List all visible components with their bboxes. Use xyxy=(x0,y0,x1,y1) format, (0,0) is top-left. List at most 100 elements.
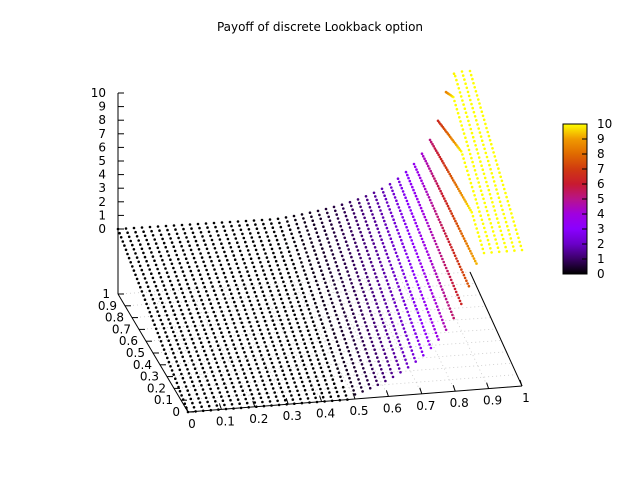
surface-point xyxy=(491,201,494,204)
surface-point xyxy=(195,328,198,332)
surface-point xyxy=(320,391,324,395)
surface-point xyxy=(437,248,441,252)
surface-point xyxy=(511,245,515,248)
surface-point xyxy=(363,242,366,245)
surface-point xyxy=(454,290,458,294)
surface-point xyxy=(380,344,384,348)
surface-point xyxy=(371,367,374,371)
surface-point xyxy=(350,358,353,361)
surface-point xyxy=(248,320,251,324)
surface-point xyxy=(342,284,346,288)
surface-point xyxy=(344,341,348,345)
surface-point xyxy=(264,387,267,391)
surface-point xyxy=(238,359,241,363)
surface-point xyxy=(276,378,280,381)
surface-point xyxy=(430,201,433,205)
surface-point xyxy=(329,297,333,301)
y-tick-label: 0.2 xyxy=(147,381,166,395)
surface-point xyxy=(441,226,445,230)
surface-point xyxy=(236,398,240,401)
surface-point xyxy=(246,338,249,341)
surface-point xyxy=(201,235,204,238)
surface-point xyxy=(379,313,382,317)
surface-point xyxy=(261,379,264,383)
surface-point xyxy=(377,360,380,363)
surface-point xyxy=(481,247,485,251)
surface-point xyxy=(376,279,380,283)
surface-point xyxy=(459,95,463,98)
surface-point xyxy=(192,278,196,281)
surface-point xyxy=(247,274,251,278)
surface-point xyxy=(453,99,456,103)
surface-point xyxy=(470,185,474,189)
surface-point xyxy=(342,311,346,314)
surface-point xyxy=(346,296,350,300)
surface-point xyxy=(475,119,478,122)
surface-point xyxy=(158,335,161,339)
surface-point xyxy=(304,225,308,228)
surface-point xyxy=(262,248,266,251)
surface-point xyxy=(358,305,362,309)
surface-point xyxy=(285,335,288,338)
surface-point xyxy=(353,343,357,346)
surface-point xyxy=(357,301,360,305)
surface-point xyxy=(494,184,497,187)
surface-point xyxy=(343,236,347,240)
surface-point xyxy=(337,394,340,398)
surface-point xyxy=(421,209,424,213)
surface-point xyxy=(361,238,365,241)
surface-point xyxy=(414,221,418,225)
surface-point xyxy=(431,174,435,178)
surface-point xyxy=(331,227,335,230)
surface-point xyxy=(418,259,421,262)
surface-point xyxy=(362,264,365,267)
surface-point xyxy=(377,283,381,287)
surface-point xyxy=(281,301,285,305)
surface-point xyxy=(391,348,394,351)
surface-point xyxy=(501,208,504,212)
surface-point xyxy=(220,352,223,356)
surface-point xyxy=(196,354,200,358)
surface-point xyxy=(267,395,270,399)
surface-point xyxy=(408,179,412,183)
surface-point xyxy=(360,209,364,212)
surface-point xyxy=(393,248,397,251)
surface-point xyxy=(187,308,191,311)
surface-point xyxy=(342,333,345,337)
surface-point xyxy=(256,367,260,370)
surface-point xyxy=(154,263,158,267)
surface-point xyxy=(350,230,353,233)
surface-point xyxy=(238,338,242,342)
surface-point xyxy=(461,74,465,77)
surface-point xyxy=(154,327,158,331)
surface-point xyxy=(275,331,279,335)
surface-point xyxy=(229,356,232,359)
surface-point xyxy=(429,317,433,321)
surface-point xyxy=(395,199,398,202)
surface-point xyxy=(405,307,408,310)
surface-point xyxy=(398,209,402,212)
surface-point xyxy=(297,347,300,350)
surface-point xyxy=(364,375,368,378)
surface-point xyxy=(359,309,363,312)
surface-point xyxy=(180,372,183,376)
surface-point xyxy=(186,346,189,350)
surface-point xyxy=(279,318,282,322)
surface-point xyxy=(418,203,422,207)
surface-point xyxy=(402,245,406,249)
surface-point xyxy=(189,291,192,294)
surface-point xyxy=(139,243,142,246)
surface-point xyxy=(435,334,439,338)
surface-point xyxy=(405,279,408,283)
surface-point xyxy=(287,297,291,300)
surface-point xyxy=(220,395,223,398)
surface-point xyxy=(176,279,180,282)
surface-point xyxy=(290,232,293,236)
surface-point xyxy=(454,103,458,107)
surface-point xyxy=(354,241,357,245)
surface-point xyxy=(161,322,164,326)
surface-point xyxy=(259,239,263,243)
surface-point xyxy=(258,328,262,332)
surface-point xyxy=(331,301,334,305)
surface-point xyxy=(157,271,161,275)
